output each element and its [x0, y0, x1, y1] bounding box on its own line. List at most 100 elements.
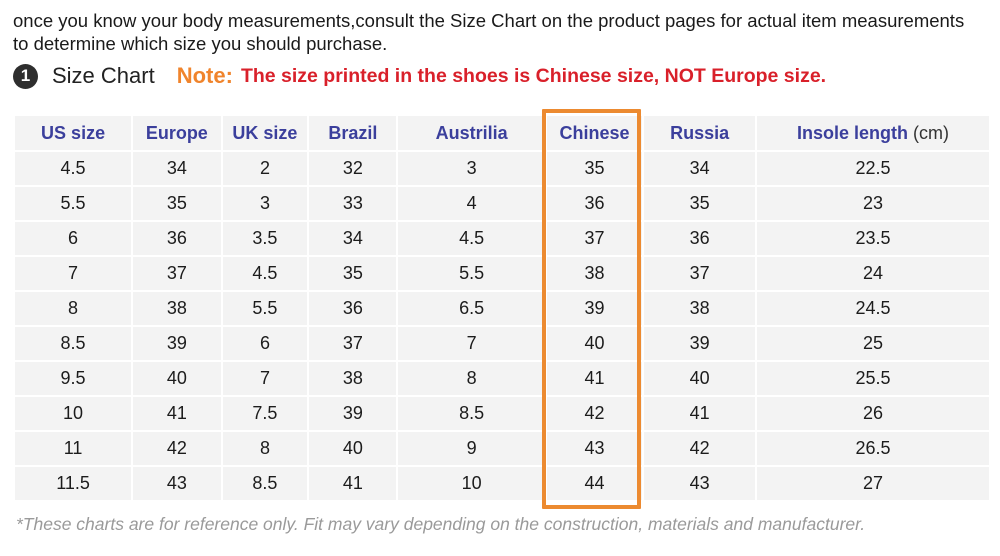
cell-brazil: 37	[309, 327, 397, 360]
cell-insole-length: 23	[757, 187, 989, 220]
size-chart-heading: 1 Size Chart Note: The size printed in t…	[13, 61, 826, 91]
cell-uk-size: 2	[222, 152, 308, 185]
intro-line-1: once you know your body measurements,con…	[13, 10, 965, 31]
cell-us-size: 5.5	[15, 187, 132, 220]
cell-us-size: 8.5	[15, 327, 132, 360]
table-body: 4.5 34 2 32 3 35 34 22.5 5.5 35 3 33 4 36 35 23 6 36 3.5 34…	[15, 152, 989, 500]
cell-insole-length: 26	[757, 397, 989, 430]
table-row: 11.5 43 8.5 41 10 44 43 27	[15, 467, 989, 500]
header-brazil: Brazil	[309, 116, 397, 150]
size-table-container: US size Europe UK size Brazil Austrilia …	[13, 114, 991, 502]
cell-austrilia: 9	[398, 432, 545, 465]
cell-us-size: 11.5	[15, 467, 132, 500]
cell-us-size: 10	[15, 397, 132, 430]
header-uk-size: UK size	[222, 116, 308, 150]
cell-brazil: 38	[309, 362, 397, 395]
cell-austrilia: 8	[398, 362, 545, 395]
cell-chinese: 39	[546, 292, 643, 325]
cell-uk-size: 8	[222, 432, 308, 465]
cell-austrilia: 5.5	[398, 257, 545, 290]
cell-austrilia: 7	[398, 327, 545, 360]
cell-brazil: 33	[309, 187, 397, 220]
cell-russia: 39	[644, 327, 755, 360]
cell-insole-length: 22.5	[757, 152, 989, 185]
cell-europe: 43	[133, 467, 221, 500]
cell-uk-size: 3	[222, 187, 308, 220]
cell-us-size: 8	[15, 292, 132, 325]
cell-us-size: 9.5	[15, 362, 132, 395]
cell-uk-size: 7.5	[222, 397, 308, 430]
cell-europe: 39	[133, 327, 221, 360]
header-insole-label: Insole length	[796, 122, 908, 143]
cell-uk-size: 6	[222, 327, 308, 360]
cell-europe: 37	[133, 257, 221, 290]
cell-austrilia: 8.5	[398, 397, 545, 430]
note-text: The size printed in the shoes is Chinese…	[240, 64, 827, 87]
cell-chinese: 42	[546, 397, 643, 430]
table-row: 8 38 5.5 36 6.5 39 38 24.5	[15, 292, 989, 325]
cell-us-size: 6	[15, 222, 132, 255]
cell-europe: 38	[133, 292, 221, 325]
cell-russia: 35	[644, 187, 755, 220]
cell-insole-length: 23.5	[757, 222, 989, 255]
table-row: 11 42 8 40 9 43 42 26.5	[15, 432, 989, 465]
cell-us-size: 4.5	[15, 152, 132, 185]
footnote: *These charts are for reference only. Fi…	[16, 514, 866, 534]
cell-brazil: 36	[309, 292, 397, 325]
cell-insole-length: 24.5	[757, 292, 989, 325]
cell-austrilia: 4.5	[398, 222, 545, 255]
table-row: 8.5 39 6 37 7 40 39 25	[15, 327, 989, 360]
table-row: 10 41 7.5 39 8.5 42 41 26	[15, 397, 989, 430]
size-table: US size Europe UK size Brazil Austrilia …	[13, 114, 991, 502]
cell-austrilia: 6.5	[398, 292, 545, 325]
cell-austrilia: 4	[398, 187, 545, 220]
cell-chinese: 38	[546, 257, 643, 290]
cell-insole-length: 26.5	[757, 432, 989, 465]
cell-insole-length: 27	[757, 467, 989, 500]
table-row: 6 36 3.5 34 4.5 37 36 23.5	[15, 222, 989, 255]
header-europe: Europe	[133, 116, 221, 150]
cell-russia: 42	[644, 432, 755, 465]
cell-uk-size: 7	[222, 362, 308, 395]
header-austrilia: Austrilia	[398, 116, 545, 150]
table-row: 5.5 35 3 33 4 36 35 23	[15, 187, 989, 220]
cell-brazil: 34	[309, 222, 397, 255]
cell-us-size: 11	[15, 432, 132, 465]
cell-europe: 35	[133, 187, 221, 220]
cell-russia: 34	[644, 152, 755, 185]
cell-brazil: 40	[309, 432, 397, 465]
cell-brazil: 32	[309, 152, 397, 185]
table-row: 7 37 4.5 35 5.5 38 37 24	[15, 257, 989, 290]
cell-russia: 37	[644, 257, 755, 290]
cell-insole-length: 24	[757, 257, 989, 290]
section-title: Size Chart	[52, 63, 155, 88]
cell-chinese: 36	[546, 187, 643, 220]
cell-us-size: 7	[15, 257, 132, 290]
cell-russia: 38	[644, 292, 755, 325]
cell-brazil: 35	[309, 257, 397, 290]
cell-europe: 36	[133, 222, 221, 255]
header-chinese: Chinese	[546, 116, 643, 150]
step-number-badge: 1	[13, 63, 38, 89]
note-label: Note:	[176, 63, 233, 88]
cell-uk-size: 3.5	[222, 222, 308, 255]
cell-europe: 41	[133, 397, 221, 430]
cell-chinese: 41	[546, 362, 643, 395]
cell-uk-size: 8.5	[222, 467, 308, 500]
cell-russia: 36	[644, 222, 755, 255]
cell-uk-size: 5.5	[222, 292, 308, 325]
cell-insole-length: 25.5	[757, 362, 989, 395]
cell-insole-length: 25	[757, 327, 989, 360]
cell-russia: 43	[644, 467, 755, 500]
cell-chinese: 37	[546, 222, 643, 255]
table-header-row: US size Europe UK size Brazil Austrilia …	[15, 116, 989, 150]
intro-line-2: to determine which size you should purch…	[13, 33, 388, 54]
header-russia: Russia	[644, 116, 755, 150]
intro-text: once you know your body measurements,con…	[13, 9, 993, 55]
cell-europe: 34	[133, 152, 221, 185]
header-us-size: US size	[15, 116, 132, 150]
cell-austrilia: 3	[398, 152, 545, 185]
cell-chinese: 44	[546, 467, 643, 500]
cell-europe: 40	[133, 362, 221, 395]
cell-chinese: 35	[546, 152, 643, 185]
